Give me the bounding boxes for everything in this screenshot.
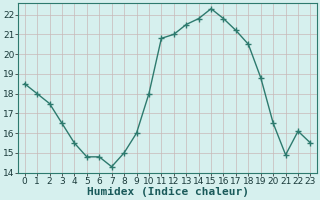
X-axis label: Humidex (Indice chaleur): Humidex (Indice chaleur)	[87, 187, 249, 197]
